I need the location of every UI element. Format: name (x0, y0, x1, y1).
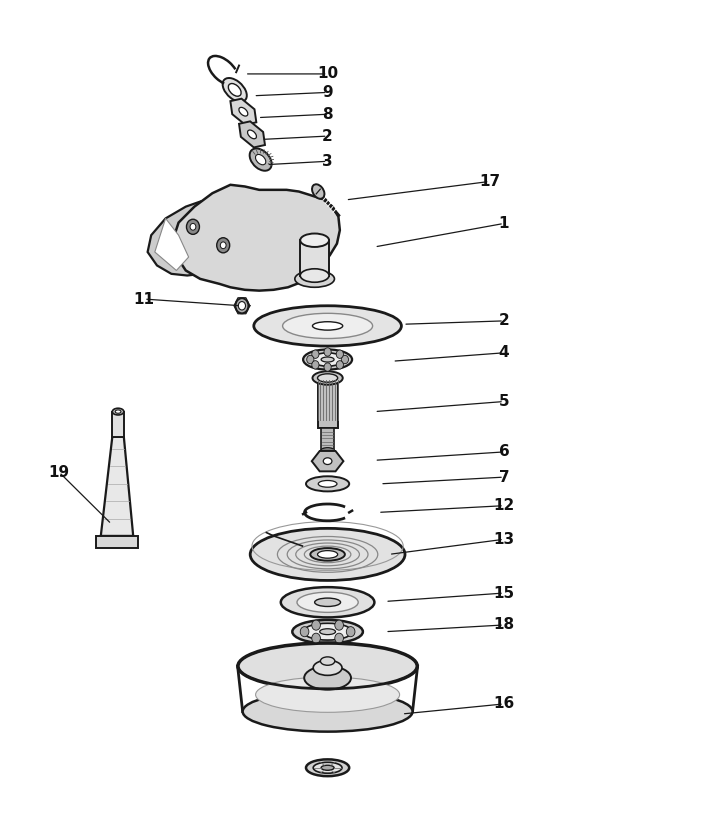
Ellipse shape (321, 357, 334, 362)
Text: 5: 5 (499, 394, 509, 409)
Circle shape (336, 360, 343, 369)
Ellipse shape (300, 234, 329, 247)
Ellipse shape (313, 763, 342, 773)
Ellipse shape (256, 677, 400, 712)
Ellipse shape (303, 349, 352, 370)
Text: 2: 2 (323, 129, 333, 144)
Ellipse shape (297, 592, 359, 612)
Text: 1: 1 (499, 216, 509, 231)
Ellipse shape (312, 371, 343, 385)
Ellipse shape (305, 666, 351, 690)
Text: 17: 17 (479, 174, 500, 189)
Bar (300, 240, 329, 276)
Ellipse shape (321, 765, 334, 770)
Circle shape (346, 627, 355, 637)
Text: 16: 16 (493, 696, 515, 711)
Text: 13: 13 (493, 532, 515, 547)
Ellipse shape (320, 657, 335, 665)
Ellipse shape (254, 306, 402, 346)
Text: 7: 7 (499, 470, 509, 485)
Circle shape (307, 355, 314, 364)
Ellipse shape (318, 551, 338, 558)
Polygon shape (312, 451, 343, 471)
Polygon shape (230, 98, 256, 125)
Ellipse shape (312, 184, 325, 199)
Circle shape (312, 350, 319, 359)
Circle shape (312, 620, 320, 630)
Ellipse shape (248, 130, 256, 139)
Ellipse shape (321, 448, 334, 453)
Circle shape (312, 633, 320, 643)
Text: 3: 3 (323, 154, 333, 169)
Ellipse shape (310, 548, 345, 561)
Circle shape (341, 355, 348, 364)
Text: 11: 11 (133, 291, 155, 307)
Circle shape (324, 348, 331, 356)
Text: 6: 6 (499, 444, 509, 459)
Ellipse shape (292, 620, 363, 643)
Bar (321, 428, 334, 450)
Ellipse shape (318, 374, 338, 382)
Polygon shape (239, 121, 265, 148)
Ellipse shape (222, 78, 247, 102)
Text: 12: 12 (493, 498, 515, 513)
Ellipse shape (239, 108, 248, 116)
Polygon shape (173, 185, 340, 291)
Text: 4: 4 (499, 345, 509, 360)
Circle shape (220, 242, 226, 249)
Text: 15: 15 (493, 585, 515, 601)
Ellipse shape (238, 643, 418, 690)
Polygon shape (148, 202, 212, 276)
Ellipse shape (112, 408, 124, 415)
Ellipse shape (250, 149, 271, 171)
Ellipse shape (228, 83, 241, 97)
Circle shape (300, 627, 309, 637)
Text: 19: 19 (48, 465, 70, 480)
Polygon shape (112, 412, 124, 437)
Bar (318, 380, 338, 428)
Ellipse shape (312, 353, 343, 366)
Circle shape (324, 363, 331, 371)
Text: 10: 10 (317, 66, 338, 81)
Ellipse shape (318, 480, 337, 487)
Ellipse shape (295, 270, 334, 287)
Circle shape (335, 633, 343, 643)
Polygon shape (96, 536, 138, 548)
Ellipse shape (300, 269, 329, 282)
Polygon shape (155, 218, 189, 270)
Circle shape (336, 350, 343, 359)
Circle shape (312, 360, 319, 369)
Ellipse shape (281, 587, 374, 617)
Circle shape (190, 223, 196, 230)
Ellipse shape (313, 660, 342, 675)
Ellipse shape (320, 628, 336, 635)
Text: 18: 18 (493, 617, 515, 633)
Ellipse shape (235, 298, 248, 313)
Circle shape (186, 219, 199, 234)
Ellipse shape (238, 302, 246, 310)
Text: 9: 9 (323, 85, 333, 100)
Polygon shape (101, 437, 133, 536)
Ellipse shape (251, 528, 405, 580)
Circle shape (217, 238, 230, 253)
Ellipse shape (283, 313, 373, 339)
Circle shape (335, 620, 343, 630)
Ellipse shape (315, 598, 341, 606)
Ellipse shape (306, 759, 349, 776)
Ellipse shape (303, 623, 352, 640)
Text: 2: 2 (499, 313, 509, 328)
Ellipse shape (306, 476, 349, 491)
Ellipse shape (323, 458, 332, 465)
Ellipse shape (256, 155, 266, 165)
Ellipse shape (312, 322, 343, 330)
Ellipse shape (115, 410, 121, 413)
Ellipse shape (243, 691, 413, 732)
Text: 8: 8 (323, 107, 333, 122)
